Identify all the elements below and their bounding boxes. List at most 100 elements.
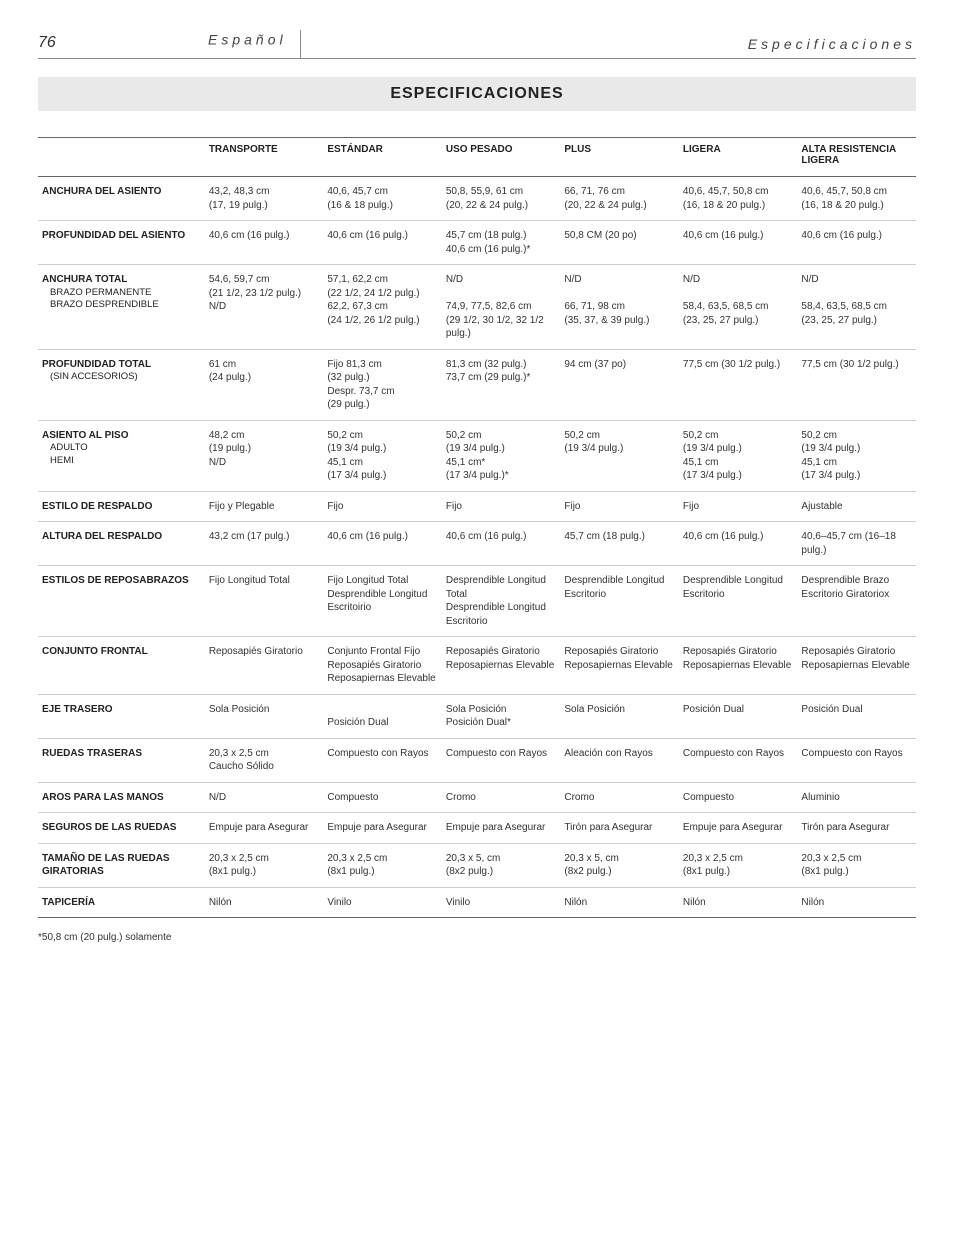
table-row: TAMAÑO DE LAS RUEDAS GIRATORIAS20,3 x 2,… — [38, 843, 916, 887]
header-right-label: Especificaciones — [748, 36, 916, 52]
cell: 45,7 cm (18 pulg.) — [560, 522, 679, 566]
table-row: EJE TRASEROSola PosiciónPosición DualSol… — [38, 694, 916, 738]
table-row: CONJUNTO FRONTALReposapiés GiratorioConj… — [38, 637, 916, 695]
table-row: ALTURA DEL RESPALDO43,2 cm (17 pulg.) 40,… — [38, 522, 916, 566]
cell: Conjunto Frontal FijoReposapiés Giratori… — [323, 637, 442, 695]
cell: 20,3 x 2,5 cm(8x1 pulg.) — [797, 843, 916, 887]
cell: 43,2, 48,3 cm(17, 19 pulg.) — [205, 177, 324, 221]
cell: 57,1, 62,2 cm(22 1/2, 24 1/2 pulg.)62,2,… — [323, 265, 442, 350]
cell: 40,6 cm (16 pulg.) — [679, 221, 798, 265]
cell: N/D58,4, 63,5, 68,5 cm(23, 25, 27 pulg.) — [797, 265, 916, 350]
cell: 54,6, 59,7 cm(21 1/2, 23 1/2 pulg.)N/D — [205, 265, 324, 350]
table-row: PROFUNDIDAD DEL ASIENTO40,6 cm (16 pulg.… — [38, 221, 916, 265]
cell: 50,2 cm(19 3/4 pulg.)45,1 cm(17 3/4 pulg… — [679, 420, 798, 491]
row-label: PROFUNDIDAD TOTAL(SIN ACCESORIOS) — [38, 349, 205, 420]
cell: 77,5 cm (30 1/2 pulg.) — [679, 349, 798, 420]
cell: Cromo — [442, 782, 561, 813]
col-header: ALTA RESISTENCIA LIGERA — [797, 138, 916, 177]
cell: Reposapiés GiratorioReposapiernas Elevab… — [442, 637, 561, 695]
cell: 43,2 cm (17 pulg.) — [205, 522, 324, 566]
cell: Compuesto con Rayos — [442, 738, 561, 782]
page: 76 Español Especificaciones ESPECIFICACI… — [0, 0, 954, 1003]
cell: Ajustable — [797, 491, 916, 522]
table-row: TAPICERÍANilónViniloViniloNilónNilónNiló… — [38, 887, 916, 918]
cell: Desprendible LongitudEscritorio — [560, 566, 679, 637]
cell: 40,6 cm (16 pulg.) — [442, 522, 561, 566]
cell: N/D66, 71, 98 cm(35, 37, & 39 pulg.) — [560, 265, 679, 350]
cell: 20,3 x 2,5 cm(8x1 pulg.) — [323, 843, 442, 887]
cell: 77,5 cm (30 1/2 pulg.) — [797, 349, 916, 420]
cell: Fijo — [560, 491, 679, 522]
row-label: ESTILOS DE REPOSABRAZOS — [38, 566, 205, 637]
row-label: ESTILO DE RESPALDO — [38, 491, 205, 522]
table-body: ANCHURA DEL ASIENTO43,2, 48,3 cm(17, 19 … — [38, 177, 916, 918]
cell: 40,6, 45,7, 50,8 cm(16, 18 & 20 pulg.) — [679, 177, 798, 221]
cell: 81,3 cm (32 pulg.)73,7 cm (29 pulg.)* — [442, 349, 561, 420]
cell: Posición Dual — [679, 694, 798, 738]
cell: Tirón para Asegurar — [797, 813, 916, 844]
table-row: ESTILO DE RESPALDOFijo y PlegableFijoFij… — [38, 491, 916, 522]
table-head: TRANSPORTEESTÁNDARUSO PESADOPLUSLIGERAAL… — [38, 138, 916, 177]
cell: N/D74,9, 77,5, 82,6 cm(29 1/2, 30 1/2, 3… — [442, 265, 561, 350]
cell: 40,6 cm (16 pulg.) — [205, 221, 324, 265]
row-label: ALTURA DEL RESPALDO — [38, 522, 205, 566]
col-header: TRANSPORTE — [205, 138, 324, 177]
row-label: ASIENTO AL PISOADULTOHEMI — [38, 420, 205, 491]
cell: 40,6 cm (16 pulg.) — [323, 221, 442, 265]
cell: 20,3 x 2,5 cmCaucho Sólido — [205, 738, 324, 782]
cell: Empuje para Asegurar — [323, 813, 442, 844]
row-label: PROFUNDIDAD DEL ASIENTO — [38, 221, 205, 265]
cell: Sola Posición — [560, 694, 679, 738]
cell: Reposapiés GiratorioReposapiernas Elevab… — [560, 637, 679, 695]
cell: Fijo Longitud Total — [205, 566, 324, 637]
cell: N/D — [205, 782, 324, 813]
cell: 66, 71, 76 cm(20, 22 & 24 pulg.) — [560, 177, 679, 221]
cell: Fijo Longitud TotalDesprendible Longitud… — [323, 566, 442, 637]
cell: 50,8 CM (20 po) — [560, 221, 679, 265]
cell: Posición Dual — [797, 694, 916, 738]
cell: 40,6 cm (16 pulg.) — [797, 221, 916, 265]
cell: 20,3 x 2,5 cm(8x1 pulg.) — [205, 843, 324, 887]
row-label: EJE TRASERO — [38, 694, 205, 738]
cell: Nilón — [560, 887, 679, 918]
header-divider — [300, 30, 301, 58]
cell: N/D58,4, 63,5, 68,5 cm(23, 25, 27 pulg.) — [679, 265, 798, 350]
cell: 20,3 x 2,5 cm(8x1 pulg.) — [679, 843, 798, 887]
table-row: AROS PARA LAS MANOSN/DCompuestoCromoCrom… — [38, 782, 916, 813]
cell: Compuesto — [679, 782, 798, 813]
header-left-label: Español — [98, 30, 748, 52]
table-row: SEGUROS DE LAS RUEDASEmpuje para Asegura… — [38, 813, 916, 844]
cell: 50,2 cm(19 3/4 pulg.) — [560, 420, 679, 491]
cell: 40,6, 45,7 cm(16 & 18 pulg.) — [323, 177, 442, 221]
cell: Fijo y Plegable — [205, 491, 324, 522]
cell: Reposapiés Giratorio — [205, 637, 324, 695]
cell: Cromo — [560, 782, 679, 813]
table-row: ANCHURA TOTALBRAZO PERMANENTEBRAZO DESPR… — [38, 265, 916, 350]
page-number: 76 — [38, 34, 98, 52]
spec-table: TRANSPORTEESTÁNDARUSO PESADOPLUSLIGERAAL… — [38, 137, 916, 918]
cell: Compuesto con Rayos — [797, 738, 916, 782]
cell: Nilón — [797, 887, 916, 918]
table-row: ASIENTO AL PISOADULTOHEMI48,2 cm(19 pulg… — [38, 420, 916, 491]
col-header: LIGERA — [679, 138, 798, 177]
cell: Fijo 81,3 cm(32 pulg.)Despr. 73,7 cm(29 … — [323, 349, 442, 420]
cell: 50,8, 55,9, 61 cm(20, 22 & 24 pulg.) — [442, 177, 561, 221]
cell: Sola PosiciónPosición Dual* — [442, 694, 561, 738]
cell: Nilón — [205, 887, 324, 918]
col-header: PLUS — [560, 138, 679, 177]
cell: Compuesto con Rayos — [323, 738, 442, 782]
cell: Posición Dual — [323, 694, 442, 738]
col-header-label — [38, 138, 205, 177]
row-label: TAMAÑO DE LAS RUEDAS GIRATORIAS — [38, 843, 205, 887]
cell: Reposapiés GiratorioReposapiernas Elevab… — [679, 637, 798, 695]
cell: Compuesto — [323, 782, 442, 813]
cell: Fijo — [442, 491, 561, 522]
cell: Desprendible BrazoEscritorio Giratoriox — [797, 566, 916, 637]
cell: Sola Posición — [205, 694, 324, 738]
table-row: PROFUNDIDAD TOTAL(SIN ACCESORIOS)61 cm(2… — [38, 349, 916, 420]
cell: Fijo — [323, 491, 442, 522]
cell: 40,6, 45,7, 50,8 cm(16, 18 & 20 pulg.) — [797, 177, 916, 221]
cell: Empuje para Asegurar — [205, 813, 324, 844]
section-title: ESPECIFICACIONES — [38, 77, 916, 111]
cell: 45,7 cm (18 pulg.)40,6 cm (16 pulg.)* — [442, 221, 561, 265]
